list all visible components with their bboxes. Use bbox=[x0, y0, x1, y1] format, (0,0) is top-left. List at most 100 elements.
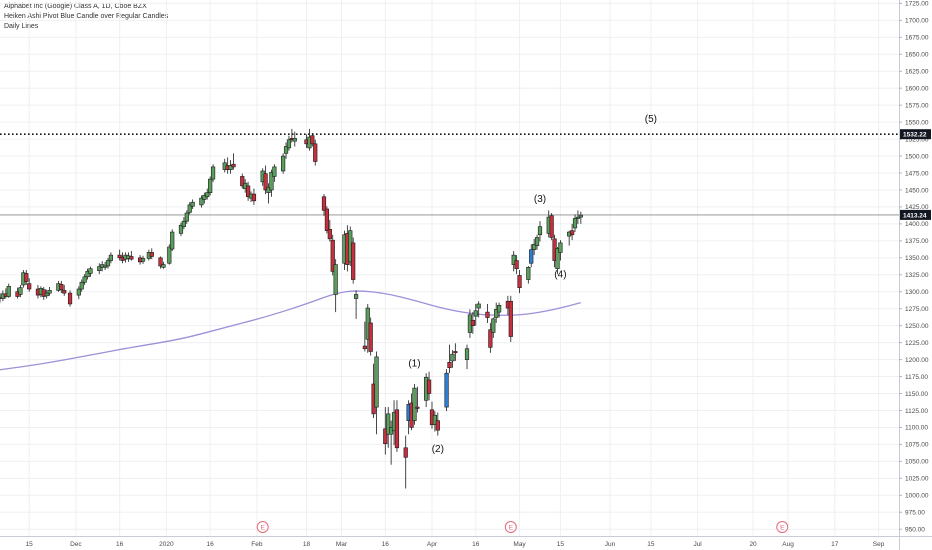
price-tick-label: 1600.00 bbox=[905, 86, 929, 93]
candle-body bbox=[27, 283, 32, 290]
candle bbox=[517, 270, 522, 294]
price-tick-label: 1100.00 bbox=[905, 425, 928, 432]
price-tick-label: 1525.00 bbox=[905, 136, 929, 143]
candle-body bbox=[208, 178, 213, 193]
candle bbox=[508, 295, 513, 342]
candle-body bbox=[497, 305, 502, 313]
time-tick-label: 15 bbox=[557, 541, 565, 548]
candle bbox=[24, 270, 29, 285]
candle bbox=[537, 221, 543, 242]
candle-body bbox=[210, 166, 216, 180]
price-tick-label: 950.00 bbox=[905, 527, 925, 534]
candle bbox=[102, 261, 108, 271]
candle bbox=[494, 302, 499, 323]
earnings-marker-label: E bbox=[780, 524, 785, 531]
candle-body bbox=[374, 356, 379, 408]
indicator-name: Heiken Ashi Pivot Blue Candle over Regul… bbox=[4, 13, 169, 20]
candle-body bbox=[485, 311, 490, 318]
candle bbox=[353, 290, 359, 319]
price-tick-label: 1325.00 bbox=[905, 272, 929, 279]
candle-body bbox=[240, 176, 245, 187]
candle bbox=[327, 219, 332, 242]
candle-body bbox=[494, 309, 499, 318]
candle bbox=[263, 165, 268, 195]
price-tick-label: 1350.00 bbox=[905, 255, 929, 262]
candle bbox=[108, 252, 114, 264]
candle bbox=[85, 268, 90, 280]
time-tick-label: Jul bbox=[693, 541, 702, 548]
candle-body bbox=[246, 185, 251, 198]
moving-average-line bbox=[0, 290, 582, 371]
candle-body bbox=[330, 239, 335, 272]
candle-body bbox=[572, 218, 578, 229]
price-tick-label: 1150.00 bbox=[905, 391, 928, 398]
time-tick-label: 16 bbox=[207, 541, 215, 548]
candle-body bbox=[386, 413, 391, 435]
candle-body bbox=[140, 258, 146, 262]
candle-body bbox=[511, 254, 516, 265]
candle bbox=[208, 176, 213, 196]
candle-body bbox=[82, 276, 87, 283]
time-tick-label: 16 bbox=[116, 541, 124, 548]
candle-body bbox=[473, 310, 478, 317]
candle-body bbox=[412, 387, 417, 421]
price-tick-label: 1400.00 bbox=[905, 221, 929, 228]
candle-body bbox=[415, 406, 420, 409]
price-tick-label: 1025.00 bbox=[905, 476, 929, 483]
candle bbox=[18, 284, 23, 298]
candle-body bbox=[158, 257, 163, 267]
candle-body bbox=[537, 226, 543, 236]
candle-body bbox=[6, 286, 11, 297]
candle-body bbox=[231, 163, 236, 168]
earnings-marker-label: E bbox=[509, 524, 514, 531]
candle bbox=[240, 173, 245, 189]
time-tick-label: 16 bbox=[472, 541, 480, 548]
candle bbox=[47, 286, 52, 296]
candle-body bbox=[558, 242, 563, 253]
candle bbox=[572, 214, 578, 233]
candle bbox=[394, 400, 400, 452]
candle bbox=[444, 369, 449, 412]
candle-body bbox=[292, 138, 297, 142]
wave-label: (1) bbox=[408, 358, 420, 369]
candle bbox=[374, 351, 379, 435]
time-tick-label: 18 bbox=[303, 541, 311, 548]
candle-body bbox=[321, 196, 327, 211]
candle bbox=[415, 386, 420, 413]
time-tick-label: 2020 bbox=[159, 541, 174, 548]
candle-body bbox=[170, 231, 175, 250]
candle bbox=[514, 255, 519, 275]
candle-body bbox=[491, 318, 496, 333]
candle bbox=[558, 240, 563, 261]
time-tick-label: 16 bbox=[382, 541, 390, 548]
candle bbox=[228, 160, 233, 174]
candle-body bbox=[283, 146, 289, 154]
candle-body bbox=[444, 372, 449, 408]
candle bbox=[575, 210, 581, 224]
price-tick-label: 1275.00 bbox=[905, 306, 929, 313]
price-label-box bbox=[900, 129, 931, 140]
candle-body bbox=[149, 252, 154, 257]
candle bbox=[246, 181, 251, 201]
candle-body bbox=[549, 215, 554, 238]
candle bbox=[27, 278, 32, 292]
candle bbox=[330, 234, 335, 276]
candle-body bbox=[529, 249, 534, 264]
candle-body bbox=[67, 292, 73, 305]
candle-body bbox=[362, 345, 367, 350]
price-tick-label: 1200.00 bbox=[905, 357, 929, 364]
candle-body bbox=[353, 294, 359, 299]
time-tick-label: Mar bbox=[336, 541, 348, 548]
candle bbox=[158, 256, 163, 269]
candle bbox=[97, 263, 102, 275]
candle bbox=[184, 210, 189, 224]
candle bbox=[161, 261, 166, 269]
candle-body bbox=[453, 351, 458, 354]
candle bbox=[313, 139, 318, 166]
candle-body bbox=[251, 193, 257, 202]
candle bbox=[251, 188, 257, 205]
candle-body bbox=[447, 362, 452, 369]
candle-body bbox=[324, 208, 330, 231]
